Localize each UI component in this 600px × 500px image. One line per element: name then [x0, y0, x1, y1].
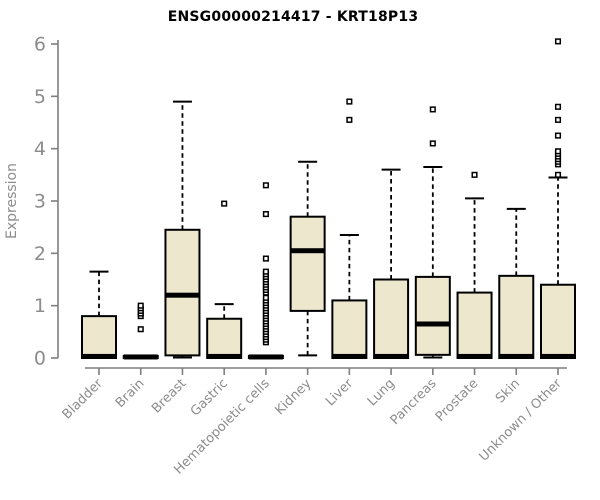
x-tick-label: Prostate: [433, 376, 481, 424]
box-rect: [456, 291, 493, 360]
outlier-point: [346, 98, 353, 105]
median-line: [207, 353, 242, 359]
y-tick-label: 0: [34, 348, 46, 370]
y-tick-label: 1: [34, 295, 46, 317]
median-line: [332, 353, 367, 359]
median-line: [248, 354, 283, 360]
outlier-point: [554, 132, 562, 139]
median-line: [499, 353, 534, 359]
outlier-point: [554, 38, 562, 45]
box-rect: [289, 215, 326, 312]
median-line: [82, 353, 116, 359]
outlier-point: [554, 171, 562, 178]
box-rect: [540, 283, 576, 360]
x-tick-label: Pancreas: [388, 376, 440, 428]
outlier-point: [262, 211, 269, 218]
box-rect: [498, 274, 535, 359]
box-rect: [164, 228, 201, 357]
median-line: [457, 353, 492, 359]
outlier-point: [346, 116, 353, 123]
box-rect: [414, 275, 451, 356]
box-rect: [206, 317, 243, 359]
x-tick-label: Unknown / Other: [477, 376, 566, 465]
outlier-point: [554, 116, 562, 123]
x-tick-label: Breast: [149, 376, 189, 416]
outlier-point: [137, 326, 144, 333]
outlier-point: [471, 171, 478, 178]
y-tick-label: 5: [34, 86, 46, 108]
chart-title: ENSG00000214417 - KRT18P13: [167, 9, 419, 25]
median-line: [290, 248, 325, 254]
x-tick-label: Brain: [113, 376, 148, 411]
x-tick-label: Kidney: [273, 376, 315, 418]
x-tick-label: Lung: [365, 376, 398, 409]
y-axis-title: Expression: [4, 163, 20, 239]
x-tick-label: Bladder: [60, 376, 107, 423]
outlier-point: [262, 255, 269, 262]
outlier-point: [554, 148, 562, 155]
outlier-point: [262, 268, 269, 275]
box-rect: [331, 299, 368, 359]
median-line: [415, 321, 450, 327]
y-tick-label: 6: [34, 34, 46, 56]
median-line: [541, 353, 575, 359]
outlier-point: [262, 182, 269, 189]
y-tick-label: 4: [34, 138, 46, 160]
x-tick-label: Liver: [323, 376, 357, 410]
y-tick-label: 3: [34, 191, 46, 213]
median-line: [165, 292, 200, 298]
outlier-point: [554, 103, 562, 110]
outlier-point: [262, 294, 269, 301]
x-tick-label: Skin: [493, 376, 523, 406]
outlier-point: [137, 302, 144, 309]
outlier-point: [221, 200, 228, 207]
median-line: [374, 353, 409, 359]
box-rect: [373, 278, 410, 359]
outlier-point: [429, 140, 436, 147]
outlier-point: [429, 106, 436, 113]
median-line: [123, 354, 158, 360]
box-rect: [81, 315, 117, 359]
y-tick-label: 2: [34, 243, 46, 265]
